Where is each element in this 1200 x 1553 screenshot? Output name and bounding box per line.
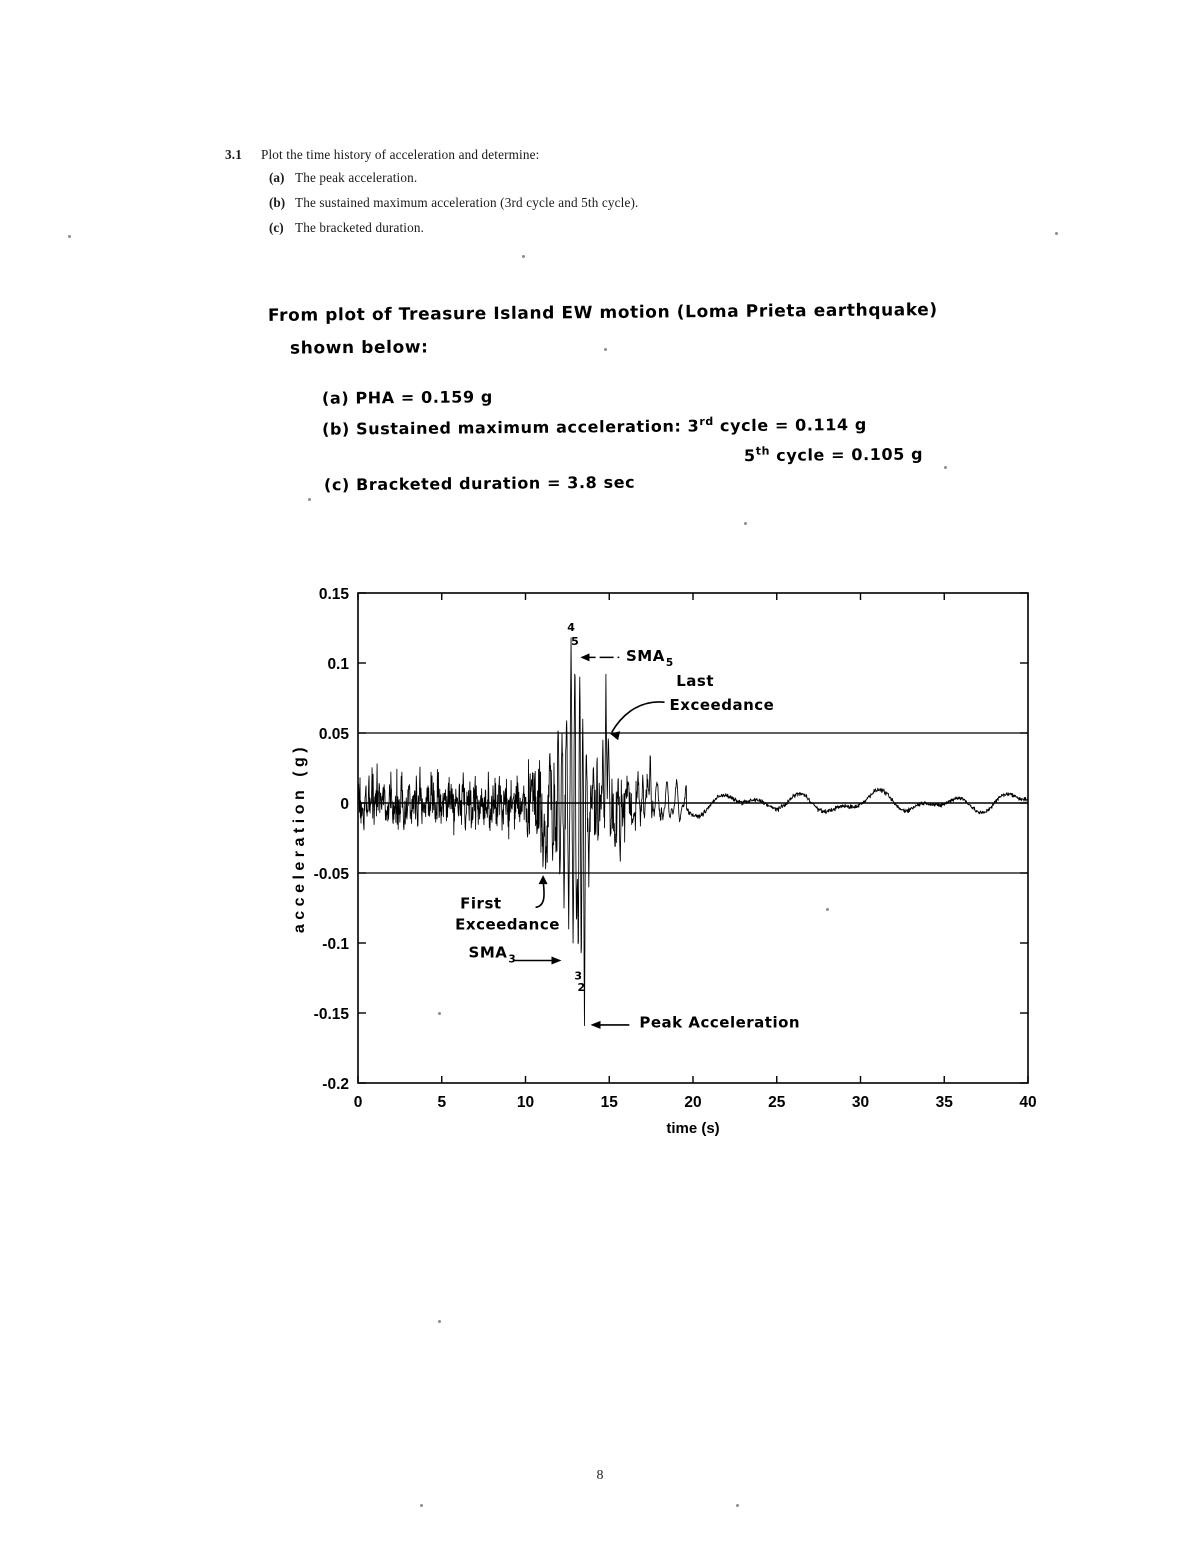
y-axis-label: acceleration (g) xyxy=(291,743,308,933)
y-tick-label: -0.2 xyxy=(322,1076,349,1093)
acceleration-trace xyxy=(357,637,1029,1027)
part-a-tag: (a) xyxy=(269,170,285,186)
scan-speckle xyxy=(744,522,747,525)
answer-b-cycle3-value: cycle = 0.114 g xyxy=(719,414,868,436)
peak-label-4: 4 xyxy=(567,621,575,634)
trough-label-3: 3 xyxy=(574,970,582,983)
first-exceedance-label-line2: Exceedance xyxy=(455,916,560,934)
part-b-tag: (b) xyxy=(269,195,286,211)
handwritten-answer-b-cycle5: 5th cycle = 0.105 g xyxy=(743,443,924,466)
x-axis-label: time (s) xyxy=(666,1120,719,1137)
x-tick-label: 40 xyxy=(1019,1094,1036,1111)
handwritten-intro-line-2: shown below: xyxy=(289,337,429,359)
part-b-text: The sustained maximum acceleration (3rd … xyxy=(295,195,639,211)
chart-svg: 0 5 10 15 20 25 30 35 40-0.2-0.15-0.1-0.0500.050… xyxy=(291,586,1037,1137)
problem-number: 3.1 xyxy=(225,147,243,162)
trough-label-2: 2 xyxy=(577,981,585,994)
scan-speckle xyxy=(522,255,525,258)
y-tick-label: 0.15 xyxy=(319,586,350,603)
scan-speckle xyxy=(1055,232,1058,235)
y-tick-label: 0.1 xyxy=(327,656,349,673)
answer-b-cycle3-suffix: rd xyxy=(699,414,714,429)
handwritten-intro-line-1: From plot of Treasure Island EW motion (… xyxy=(267,300,938,326)
problem-statement: 3.1 Plot the time history of acceleratio… xyxy=(225,148,925,236)
handwritten-answer-b: (b) Sustained maximum acceleration: 3rd … xyxy=(322,414,867,439)
problem-part-a: (a) The peak acceleration. xyxy=(225,170,925,186)
x-tick-label: 20 xyxy=(684,1094,701,1111)
scan-speckle xyxy=(736,1504,739,1507)
part-c-tag: (c) xyxy=(269,220,284,236)
scan-speckle xyxy=(438,1320,441,1323)
x-tick-label: 35 xyxy=(936,1094,954,1111)
sma-3-label: SMA3 xyxy=(469,944,517,966)
y-tick-label: -0.05 xyxy=(314,866,350,883)
x-tick-label: 15 xyxy=(601,1094,619,1111)
last-exceedance-leader xyxy=(611,701,665,733)
answer-b-cycle5-suffix: th xyxy=(755,444,771,458)
sma-5-subscript: 5 xyxy=(666,657,674,669)
scan-speckle xyxy=(438,1012,441,1015)
sma-5-arrowhead xyxy=(580,653,590,662)
peak-acceleration-label: Peak Acceleration xyxy=(639,1014,800,1032)
y-tick-label: -0.1 xyxy=(322,936,349,953)
answer-b-cycle5-value: cycle = 0.105 g xyxy=(776,444,924,465)
x-tick-label: 30 xyxy=(852,1094,869,1111)
y-tick-label: 0 xyxy=(340,796,349,813)
acceleration-time-history-chart: 0 5 10 15 20 25 30 35 40 -0.2 -0.15 -0.1 -0.05 0 0.05 0… xyxy=(280,575,1040,1140)
scan-speckle xyxy=(604,348,607,351)
page-number: 8 xyxy=(596,1468,604,1483)
last-exceedance-label-line1: Last xyxy=(676,672,714,690)
plot-frame xyxy=(357,592,1029,1084)
x-tick-label: 10 xyxy=(517,1094,534,1111)
y-tick-label: 0.05 xyxy=(319,726,350,743)
sma-5-label: SMA5 xyxy=(626,647,674,669)
sma-3-subscript: 3 xyxy=(508,954,516,966)
x-tick-label: 0 xyxy=(354,1094,363,1111)
first-exceedance-arrowhead xyxy=(538,875,548,885)
scan-speckle xyxy=(826,908,829,911)
last-exceedance-arrowhead xyxy=(610,731,621,741)
problem-part-b: (b) The sustained maximum acceleration (… xyxy=(225,195,925,211)
peak-acceleration-arrowhead xyxy=(590,1020,601,1029)
scan-speckle xyxy=(944,466,947,469)
scan-speckle xyxy=(308,498,311,501)
first-exceedance-label-line1: First xyxy=(460,895,501,913)
scan-speckle xyxy=(420,1504,423,1507)
scan-speckle xyxy=(68,235,71,238)
answer-b-cycle5-ordinal: 5 xyxy=(743,446,756,466)
sma-3-arrowhead xyxy=(551,956,562,965)
peak-label-5: 5 xyxy=(571,635,579,648)
handwritten-answer-a: (a) PHA = 0.159 g xyxy=(321,387,493,408)
x-tick-label: 25 xyxy=(768,1094,786,1111)
problem-part-c: (c) The bracketed duration. xyxy=(225,220,925,236)
answer-b-label: (b) Sustained maximum acceleration: xyxy=(321,416,682,439)
x-tick-label: 5 xyxy=(437,1094,446,1111)
part-c-text: The bracketed duration. xyxy=(295,220,425,236)
problem-prompt: Plot the time history of acceleration an… xyxy=(261,147,540,162)
part-a-text: The peak acceleration. xyxy=(295,170,418,186)
problem-prompt-row: 3.1 Plot the time history of acceleratio… xyxy=(225,148,925,161)
y-tick-label: -0.15 xyxy=(314,1006,350,1023)
answer-b-cycle3-ordinal: 3 xyxy=(687,416,700,436)
handwritten-answer-c: (c) Bracketed duration = 3.8 sec xyxy=(323,472,636,495)
last-exceedance-label-line2: Exceedance xyxy=(670,696,775,714)
